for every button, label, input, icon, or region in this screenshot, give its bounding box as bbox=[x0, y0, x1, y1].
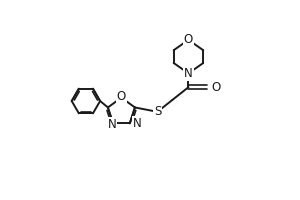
Text: O: O bbox=[212, 81, 221, 94]
Text: S: S bbox=[154, 105, 161, 118]
Text: O: O bbox=[184, 33, 193, 46]
Text: N: N bbox=[184, 67, 193, 80]
Text: N: N bbox=[133, 117, 142, 130]
Text: N: N bbox=[108, 118, 116, 131]
Text: O: O bbox=[117, 90, 126, 103]
